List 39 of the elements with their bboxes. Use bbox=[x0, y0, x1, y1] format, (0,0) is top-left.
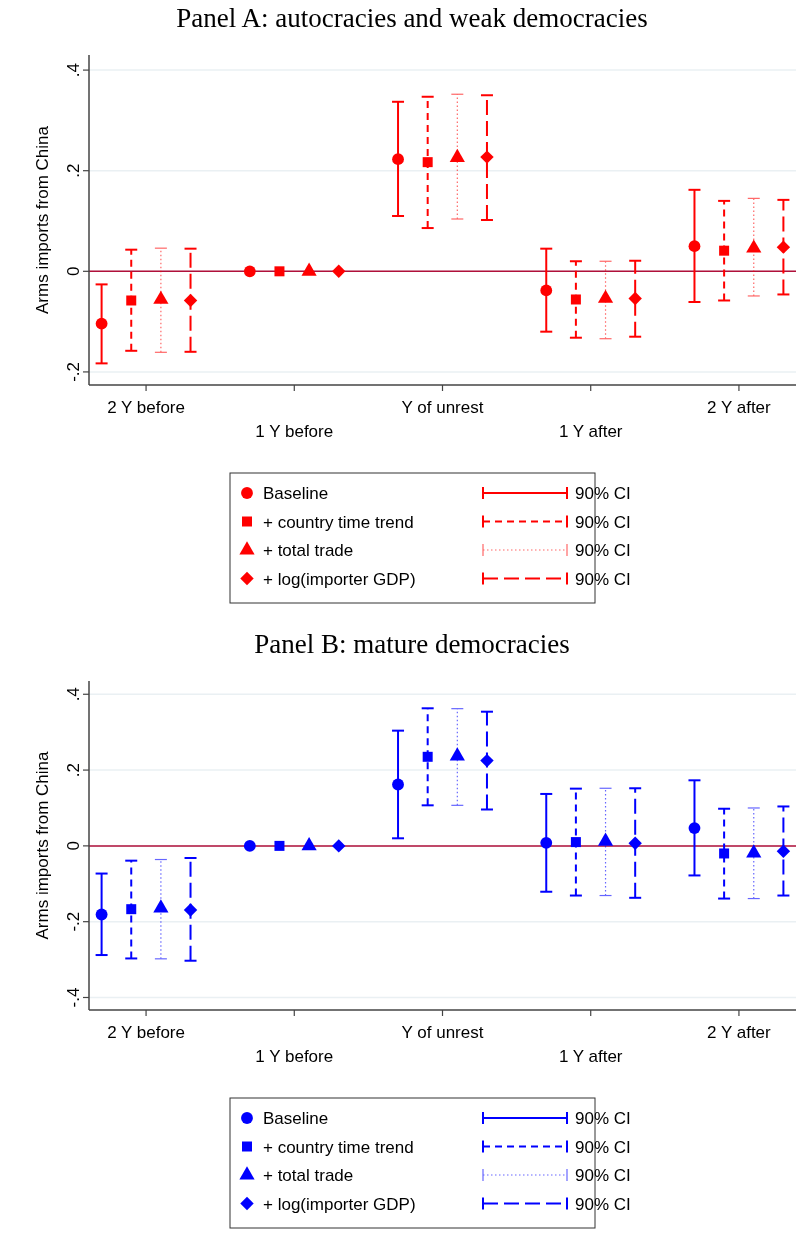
x-tick-label: 2 Y after bbox=[707, 398, 772, 417]
chart-title: Panel B: mature democracies bbox=[254, 629, 570, 659]
y-axis-title: Arms imports from China bbox=[33, 125, 52, 314]
y-tick-label: .2 bbox=[64, 163, 83, 178]
legend-label: + total trade bbox=[263, 1166, 354, 1185]
legend-label: + total trade bbox=[263, 541, 354, 560]
y-tick-label: .2 bbox=[64, 762, 83, 778]
y-axis-title: Arms imports from China bbox=[33, 750, 52, 940]
legend-label: Baseline bbox=[263, 1109, 329, 1128]
text: 90% CI bbox=[575, 1194, 631, 1214]
text: 90% CI bbox=[575, 569, 631, 589]
x-tick-label: 2 Y before bbox=[107, 1023, 185, 1042]
legend-label: + log(importer GDP) bbox=[263, 1194, 416, 1214]
x-tick-label: 2 Y after bbox=[707, 1023, 772, 1042]
x-tick-label: 1 Y before bbox=[255, 422, 334, 441]
text: 90% CI bbox=[575, 1109, 631, 1128]
x-tick-label: 1 Y before bbox=[255, 1047, 334, 1066]
legend-label: + country time trend bbox=[263, 1137, 414, 1157]
y-tick-label: .4 bbox=[64, 63, 83, 78]
text: 90% CI bbox=[575, 541, 631, 560]
legend-label: + log(importer GDP) bbox=[263, 569, 416, 589]
legend-label: + country time trend bbox=[263, 512, 414, 532]
text: 90% CI bbox=[575, 484, 631, 503]
legend-label: Baseline bbox=[263, 484, 329, 503]
y-tick-label: -.2 bbox=[64, 911, 83, 932]
text: 90% CI bbox=[575, 512, 631, 532]
text: 90% CI bbox=[575, 1166, 631, 1185]
text: 90% CI bbox=[575, 1137, 631, 1157]
y-tick-label: 0 bbox=[64, 266, 83, 277]
y-tick-label: .4 bbox=[64, 687, 83, 702]
y-tick-label: -.2 bbox=[64, 362, 83, 382]
x-tick-label: Y of unrest bbox=[401, 398, 484, 417]
x-tick-label: 1 Y after bbox=[558, 1047, 623, 1066]
y-tick-label: 0 bbox=[64, 841, 83, 851]
y-tick-label: -.4 bbox=[64, 987, 83, 1008]
x-tick-label: 1 Y after bbox=[558, 422, 623, 441]
chart-title: Panel A: autocracies and weak democracies bbox=[176, 3, 648, 33]
x-tick-label: 2 Y before bbox=[107, 398, 185, 417]
x-tick-label: Y of unrest bbox=[401, 1023, 484, 1042]
